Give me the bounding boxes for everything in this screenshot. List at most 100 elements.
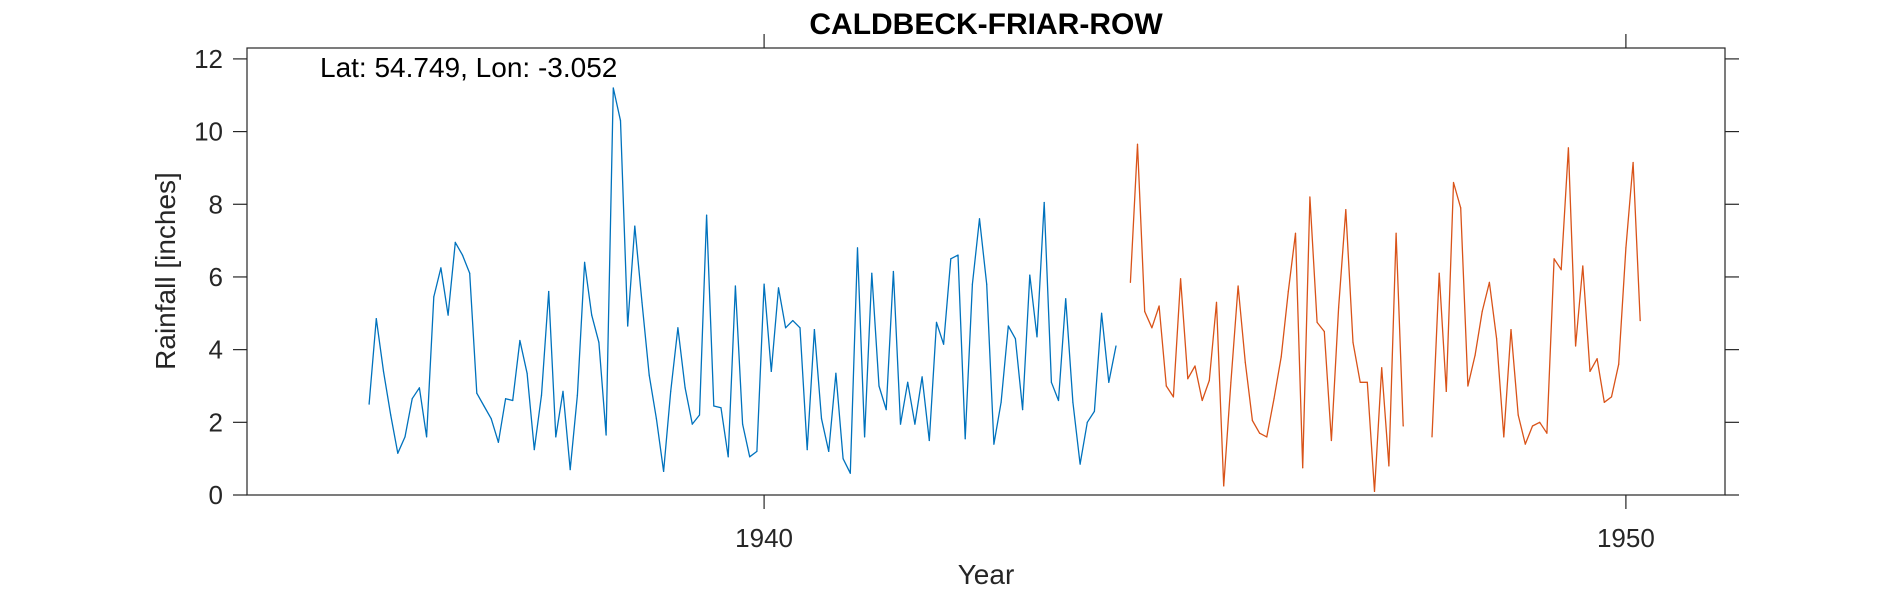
rainfall-series-1-point [562,390,564,392]
rainfall-series-1-point [720,407,722,409]
rainfall-series-1-point [670,390,672,392]
rainfall-series-1-point [770,370,772,372]
rainfall-series-1-point [1057,399,1060,402]
rainfall-series-1-point [1101,312,1103,314]
rainfall-series-1-point [418,387,420,389]
rainfall-series-2-point [1575,345,1577,347]
rainfall-series-1-point [792,320,794,322]
y-axis-title: Rainfall [inches] [150,172,181,370]
rainfall-series-2-point [1596,358,1598,360]
rainfall-series-1-point [426,436,428,438]
rainfall-series-1-point [469,272,471,274]
rainfall-series-2-point [1287,290,1289,293]
rainfall-series-1-point [1007,325,1009,327]
rainfall-series-1-point [641,301,643,303]
rainfall-series-1-point [476,392,478,394]
rainfall-series-1-point [1072,401,1074,403]
rainfall-series-1-point [533,449,535,451]
rainfall-series-1-point [713,405,715,407]
rainfall-series-1-point [849,472,851,474]
rainfall-series-1-point [612,87,614,89]
rainfall-series-2-point [1524,443,1526,445]
rainfall-series-1-point [727,456,729,458]
rainfall-series-2-point [1244,361,1246,363]
rainfall-series-1-point [655,418,658,420]
y-tick-label: 12 [194,44,223,74]
rainfall-series-2-point [1215,301,1218,303]
rainfall-series-1-point [1086,421,1088,423]
rainfall-series-2-point [1316,321,1318,323]
rainfall-series-2-point [1280,356,1282,358]
rainfall-series-1-point [828,450,830,452]
rainfall-series-1-point [799,327,801,329]
rainfall-series-1-point [1079,463,1081,465]
rainfall-series-2-point [1603,401,1605,403]
rainfall-series-2-point [1237,285,1239,287]
rainfall-series-2-point [1366,381,1368,383]
rainfall-series-2-point [1201,399,1203,402]
rainfall-series-2-point [1445,390,1447,392]
rainfall-series-1-point [914,423,916,425]
location-annotation: Lat: 54.749, Lon: -3.052 [320,52,617,83]
rainfall-series-1-point [921,376,923,378]
rainfall-series-1-point [497,441,499,443]
rainfall-series-2-point [1452,181,1455,184]
rainfall-series-1-point [763,283,765,285]
rainfall-series-2-point [1632,161,1634,164]
rainfall-series-2-point [1582,265,1584,267]
rainfall-series-2-point [1589,370,1591,372]
rainfall-series-1-point [569,469,571,471]
series-layer [368,87,1641,493]
rainfall-series-1-point [971,283,974,285]
rainfall-series-1-point [943,343,945,345]
rainfall-series-2-point [1481,310,1483,313]
rainfall-series-1-point [1065,298,1067,300]
rainfall-series-2-point [1496,338,1498,340]
rainfall-series-2-point [1460,207,1462,209]
rainfall-series-1-point [777,287,780,289]
rainfall-series-1-point [605,434,607,436]
plot-background [247,48,1725,495]
y-tick-label: 8 [209,189,223,219]
rainfall-series-2-point [1151,327,1153,329]
rainfall-series-2-point [1546,432,1548,434]
rainfall-series-2-point [1187,378,1189,380]
rainfall-series-1-point [835,372,837,374]
rainfall-series-1-point [698,414,701,416]
rainfall-series-1-point [368,403,370,405]
rainfall-series-1-point [907,381,909,383]
rainfall-series-2-point [1273,398,1275,400]
rainfall-series-2-point [1180,278,1182,280]
rainfall-series-1-point [447,314,449,316]
rainfall-series-1-point [433,296,435,298]
y-tick-label: 4 [209,335,223,365]
rainfall-series-1-point [619,120,622,122]
rainfall-series-1-point [950,258,952,260]
rainfall-series-2-point [1345,209,1347,211]
rainfall-series-1-point [404,436,406,438]
rainfall-series-2-point [1230,381,1232,383]
rainfall-series-2-point [1251,419,1253,422]
rainfall-series-1-point [749,456,751,458]
rainfall-series-1-point [540,394,543,396]
rainfall-series-1-point [734,285,737,287]
rainfall-series-1-point [885,409,887,411]
rainfall-series-1-point [806,449,808,451]
rainfall-series-1-point [526,372,528,374]
rainfall-series-1-point [935,321,938,323]
rainfall-series-2-point [1388,465,1390,467]
rainfall-series-2-point [1165,385,1167,387]
rainfall-series-1-point [1108,381,1110,383]
rainfall-series-2-point [1144,310,1146,313]
rainfall-series-1-point [1014,338,1017,340]
rainfall-series-1-point [928,439,930,442]
rainfall-series-2-point [1517,414,1519,416]
chart-title: CALDBECK-FRIAR-ROW [809,8,1163,41]
rainfall-series-2-point [1438,272,1440,274]
rainfall-series-1-point [856,247,859,249]
rainfall-series-1-point [677,327,679,329]
rainfall-series-1-point [505,398,507,400]
rainfall-series-1-point [1115,345,1117,347]
rainfall-series-1-point [576,394,579,396]
rainfall-series-2-point [1560,269,1562,271]
